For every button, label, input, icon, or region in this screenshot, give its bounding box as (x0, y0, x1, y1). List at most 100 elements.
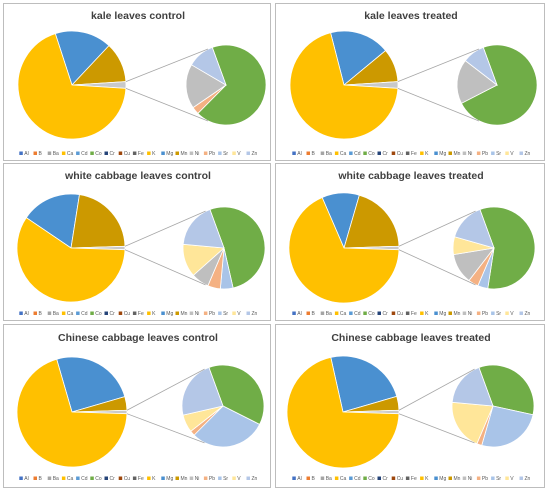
legend-swatch (434, 311, 438, 315)
connector-line-top (125, 48, 209, 82)
legend-item-cu: Cu (391, 151, 403, 157)
legend-label: K (425, 311, 429, 317)
legend-swatch (132, 476, 137, 480)
legend-label: Al (24, 476, 28, 482)
legend-swatch (132, 311, 137, 315)
legend-label: Cu (124, 476, 131, 482)
connector-line-bottom (125, 88, 209, 122)
main-slice-mg (56, 356, 126, 413)
legend-label: Mn (454, 151, 461, 157)
legend-label: Pb (209, 311, 215, 317)
legend-label: Pb (482, 151, 488, 157)
legend-label: Mg (166, 311, 173, 317)
legend-label: K (152, 151, 156, 157)
legend-label: Ni (195, 476, 200, 482)
legend-swatch (334, 151, 339, 155)
legend-label: K (425, 476, 429, 482)
connector-line-bottom (397, 88, 480, 122)
legend-swatch (118, 311, 123, 315)
legend-swatch (405, 151, 410, 155)
legend-item-co: Co (90, 151, 102, 157)
secondary-slice-zn (190, 46, 227, 86)
legend-swatch (203, 311, 208, 315)
legend-item-v: V (505, 151, 514, 157)
legend-swatch (90, 476, 94, 480)
legend-label: Ca (340, 311, 347, 317)
legend-swatch (363, 151, 367, 155)
legend-item-al: Al (292, 476, 302, 482)
legend-swatch (175, 311, 179, 315)
main-slice-k (16, 358, 128, 468)
connector-line-top (124, 210, 206, 247)
legend-label: Pb (482, 311, 488, 317)
legend-swatch (349, 311, 353, 315)
legend-label: Ca (67, 151, 74, 157)
legend-label: Cu (397, 476, 404, 482)
legend-item-al: Al (19, 476, 29, 482)
secondary-slice-zn (182, 208, 225, 249)
legend-swatch (491, 476, 495, 480)
legend-item-sr: Sr (491, 151, 501, 157)
secondary-slice-co (208, 364, 265, 425)
legend-swatch (505, 311, 509, 315)
legend-label: B (39, 311, 43, 317)
legend-label: Co (95, 311, 102, 317)
legend-item-sr: Sr (491, 311, 501, 317)
legend-label: Cr (110, 151, 116, 157)
legend-swatch (448, 476, 452, 480)
legend-swatch (420, 311, 424, 315)
legend-swatch (476, 151, 481, 155)
legend-label: Ni (468, 311, 473, 317)
legend-item-b: B (306, 311, 316, 317)
legend-label: Mn (181, 476, 188, 482)
legend-item-mg: Mg (434, 476, 446, 482)
legend-label: Ba (53, 151, 59, 157)
connector-line-top (398, 210, 476, 247)
legend-item-mn: Mn (448, 476, 461, 482)
legend-item-co: Co (363, 151, 375, 157)
main-slice-mn (343, 194, 400, 249)
legend-item-ni: Ni (189, 311, 200, 317)
legend-item-co: Co (363, 311, 375, 317)
legend-item-cr: Cr (377, 476, 388, 482)
legend-item-pb: Pb (203, 476, 215, 482)
legend-label: Mn (181, 311, 188, 317)
legend-label: Pb (209, 476, 215, 482)
legend-item-ni: Ni (462, 476, 472, 482)
legend-label: Sr (496, 311, 501, 317)
legend-swatch (76, 151, 80, 155)
legend-label: V (237, 476, 241, 482)
secondary-slice-zn (451, 366, 494, 407)
legend-swatch (61, 151, 66, 155)
legend-item-zn: Zn (519, 311, 531, 317)
legend-item-k: K (420, 311, 429, 317)
legend-swatch (218, 476, 222, 480)
legend-label: Al (297, 151, 301, 157)
legend-swatch (218, 151, 222, 155)
legend-item-cu: Cu (118, 476, 131, 482)
legend-item-mn: Mn (175, 476, 188, 482)
legend-swatch (476, 476, 481, 480)
legend-swatch (377, 311, 381, 315)
legend-item-mn: Mn (175, 151, 188, 157)
legend-label: Mn (454, 311, 461, 317)
legend-swatch (391, 151, 396, 155)
legend-item-cu: Cu (118, 311, 130, 317)
legend-label: Sr (496, 151, 501, 157)
legend-label: Ni (195, 311, 200, 317)
legend-swatch (61, 476, 66, 480)
legend-swatch (203, 151, 208, 155)
legend-swatch (246, 151, 250, 155)
legend-label: Mn (454, 476, 461, 482)
legend-item-b: B (33, 151, 43, 157)
legend-item-ca: Ca (334, 151, 347, 157)
legend-label: Zn (252, 311, 258, 317)
legend-item-cr: Cr (377, 151, 388, 157)
legend-label: Fe (411, 151, 417, 157)
chart-title: kale leaves treated (364, 10, 457, 22)
legend-swatch (505, 151, 509, 155)
legend-item-pb: Pb (476, 476, 488, 482)
legend-swatch (19, 151, 23, 155)
connector-line-top (398, 368, 475, 411)
legend-swatch (306, 311, 310, 315)
